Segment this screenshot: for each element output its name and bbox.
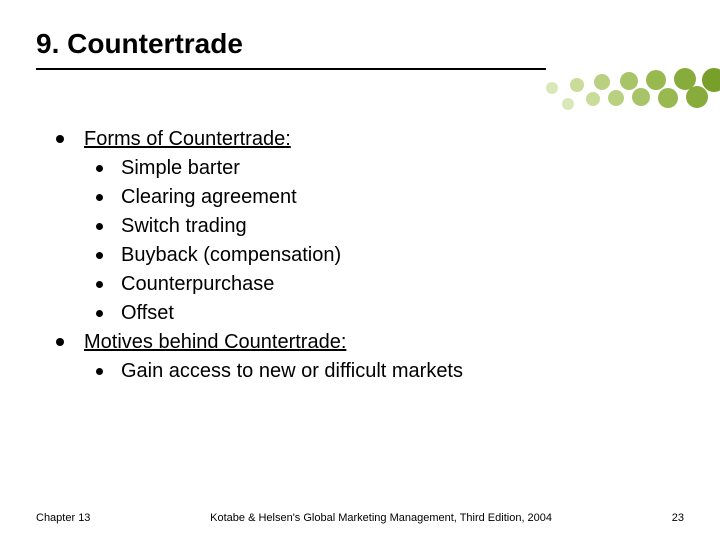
footer-right: 23 bbox=[672, 512, 684, 524]
footer-left: Chapter 13 bbox=[36, 512, 90, 524]
dot-icon bbox=[608, 90, 624, 106]
slide-content: Forms of Countertrade: Simple barter Cle… bbox=[36, 126, 684, 385]
bullet-icon bbox=[96, 223, 103, 230]
list-item: Simple barter bbox=[96, 155, 684, 182]
list-text: Gain access to new or difficult markets bbox=[121, 358, 463, 385]
dot-icon bbox=[632, 88, 650, 106]
list-item: Gain access to new or difficult markets bbox=[96, 358, 684, 385]
dot-icon bbox=[702, 68, 720, 92]
bullet-icon bbox=[96, 252, 103, 259]
dot-icon bbox=[586, 92, 600, 106]
section-heading: Motives behind Countertrade: bbox=[84, 329, 346, 356]
dot-icon bbox=[562, 98, 574, 110]
decorative-dots bbox=[546, 68, 716, 114]
list-item: Forms of Countertrade: bbox=[56, 126, 684, 153]
list-text: Simple barter bbox=[121, 155, 240, 182]
slide: 9. Countertrade Forms of Countertrade: S… bbox=[0, 0, 720, 540]
list-item: Motives behind Countertrade: bbox=[56, 329, 684, 356]
bullet-icon bbox=[96, 281, 103, 288]
section-heading: Forms of Countertrade: bbox=[84, 126, 291, 153]
list-text: Buyback (compensation) bbox=[121, 242, 341, 269]
bullet-icon bbox=[96, 368, 103, 375]
list-item: Buyback (compensation) bbox=[96, 242, 684, 269]
list-item: Clearing agreement bbox=[96, 184, 684, 211]
slide-footer: Chapter 13 Kotabe & Helsen's Global Mark… bbox=[0, 512, 720, 524]
list-text: Switch trading bbox=[121, 213, 247, 240]
bullet-icon bbox=[96, 165, 103, 172]
dot-icon bbox=[594, 74, 610, 90]
dot-icon bbox=[686, 86, 708, 108]
bullet-icon bbox=[96, 310, 103, 317]
bullet-icon bbox=[96, 194, 103, 201]
dot-icon bbox=[658, 88, 678, 108]
dot-icon bbox=[620, 72, 638, 90]
bullet-icon bbox=[56, 135, 64, 143]
list-item: Counterpurchase bbox=[96, 271, 684, 298]
list-item: Switch trading bbox=[96, 213, 684, 240]
dot-icon bbox=[570, 78, 584, 92]
list-item: Offset bbox=[96, 300, 684, 327]
dot-icon bbox=[646, 70, 666, 90]
footer-center: Kotabe & Helsen's Global Marketing Manag… bbox=[90, 512, 671, 524]
list-text: Clearing agreement bbox=[121, 184, 297, 211]
list-text: Offset bbox=[121, 300, 174, 327]
dot-icon bbox=[546, 82, 558, 94]
slide-title: 9. Countertrade bbox=[36, 28, 546, 70]
bullet-icon bbox=[56, 338, 64, 346]
list-text: Counterpurchase bbox=[121, 271, 274, 298]
